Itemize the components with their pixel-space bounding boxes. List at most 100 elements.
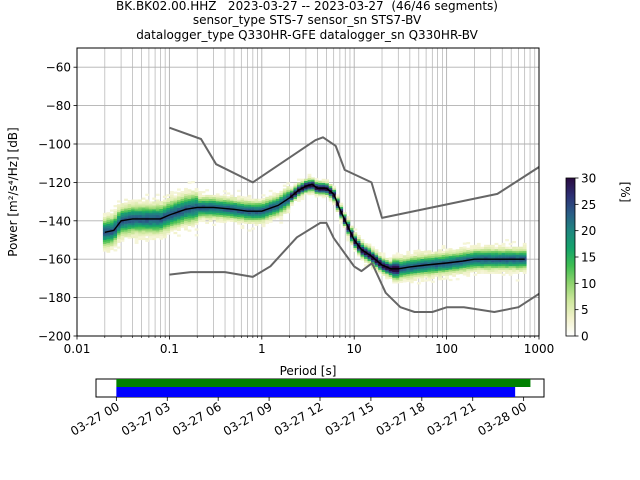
density-cell bbox=[399, 275, 404, 278]
density-cell bbox=[431, 255, 435, 258]
density-cell bbox=[120, 224, 125, 227]
density-cell bbox=[254, 216, 259, 219]
density-cell bbox=[134, 203, 139, 206]
density-cell bbox=[138, 216, 142, 219]
density-cell bbox=[367, 243, 372, 246]
density-cell bbox=[455, 268, 460, 271]
density-cell bbox=[236, 203, 241, 206]
density-cell bbox=[356, 240, 361, 243]
density-cell bbox=[385, 277, 389, 280]
density-cell bbox=[184, 199, 188, 202]
density-cell bbox=[208, 200, 213, 203]
density-cell bbox=[522, 269, 527, 272]
density-cell bbox=[152, 214, 157, 218]
density-cell bbox=[420, 262, 425, 265]
density-cell bbox=[236, 201, 241, 204]
density-cell bbox=[282, 194, 287, 197]
density-cell bbox=[113, 214, 118, 217]
density-cell bbox=[360, 258, 365, 261]
density-cell bbox=[289, 190, 294, 193]
mode-line bbox=[104, 183, 525, 270]
density-cell bbox=[212, 204, 217, 207]
density-cell bbox=[191, 217, 195, 220]
density-cell bbox=[353, 245, 358, 248]
density-cell bbox=[515, 279, 520, 282]
density-cell bbox=[427, 277, 432, 280]
density-cell bbox=[505, 271, 509, 274]
density-cell bbox=[476, 246, 481, 249]
density-cell bbox=[180, 204, 185, 207]
density-cell bbox=[166, 215, 171, 218]
density-cell bbox=[399, 273, 404, 276]
density-cell bbox=[120, 222, 125, 225]
density-cell bbox=[215, 208, 220, 211]
density-cell bbox=[300, 182, 305, 185]
density-cell bbox=[265, 216, 270, 219]
density-cell bbox=[124, 219, 128, 223]
density-cell bbox=[236, 212, 241, 216]
density-cell bbox=[215, 197, 220, 200]
density-cell bbox=[402, 270, 407, 273]
density-cell bbox=[381, 271, 386, 274]
density-cell bbox=[423, 250, 428, 253]
density-cell bbox=[261, 215, 266, 218]
density-cell bbox=[159, 227, 164, 231]
density-cell bbox=[487, 269, 492, 272]
density-cell bbox=[459, 266, 464, 269]
density-cell bbox=[300, 184, 305, 187]
psd-density-cloud bbox=[102, 173, 527, 285]
density-cell bbox=[406, 273, 411, 277]
density-cell bbox=[109, 244, 114, 247]
density-cell bbox=[141, 226, 146, 229]
density-cell bbox=[416, 272, 421, 275]
density-cell bbox=[212, 194, 217, 198]
density-cell bbox=[201, 210, 206, 213]
density-cell bbox=[476, 248, 481, 251]
density-cell bbox=[159, 204, 164, 208]
density-cell bbox=[148, 209, 153, 212]
density-cell bbox=[173, 206, 178, 210]
density-cell bbox=[445, 277, 449, 280]
density-cell bbox=[184, 205, 188, 208]
density-cell bbox=[261, 224, 266, 228]
density-cell bbox=[247, 229, 252, 232]
density-cell bbox=[367, 245, 372, 248]
density-cell bbox=[268, 209, 273, 212]
density-cell bbox=[413, 278, 418, 281]
density-cell bbox=[194, 191, 199, 195]
density-cell bbox=[215, 214, 220, 217]
density-cell bbox=[434, 266, 439, 270]
density-cell bbox=[441, 270, 446, 273]
density-cell bbox=[184, 212, 188, 216]
density-cell bbox=[423, 262, 428, 265]
density-cell bbox=[392, 275, 397, 278]
density-cell bbox=[233, 212, 238, 215]
density-cell bbox=[166, 207, 171, 210]
density-cell bbox=[251, 202, 255, 205]
density-cell bbox=[229, 196, 234, 199]
density-cell bbox=[395, 256, 400, 259]
density-cell bbox=[416, 255, 421, 258]
density-cell bbox=[187, 191, 192, 194]
density-cell bbox=[106, 233, 111, 236]
density-cell bbox=[371, 253, 375, 257]
density-cell bbox=[219, 199, 224, 202]
x-tick-label: 1 bbox=[258, 342, 266, 356]
density-cell bbox=[282, 196, 287, 199]
density-cell bbox=[508, 250, 513, 253]
density-cell bbox=[314, 195, 319, 198]
density-cell bbox=[258, 219, 262, 223]
density-cell bbox=[388, 265, 393, 268]
density-cell bbox=[427, 259, 432, 263]
density-cell bbox=[162, 232, 167, 235]
density-cell bbox=[505, 256, 509, 259]
density-cell bbox=[187, 212, 192, 215]
density-cell bbox=[169, 194, 174, 197]
density-cell bbox=[268, 203, 273, 206]
density-cell bbox=[177, 205, 181, 208]
density-cell bbox=[131, 234, 135, 237]
density-cell bbox=[279, 213, 284, 217]
density-cell bbox=[102, 241, 107, 244]
density-cell bbox=[236, 216, 241, 219]
density-cell bbox=[431, 276, 435, 280]
